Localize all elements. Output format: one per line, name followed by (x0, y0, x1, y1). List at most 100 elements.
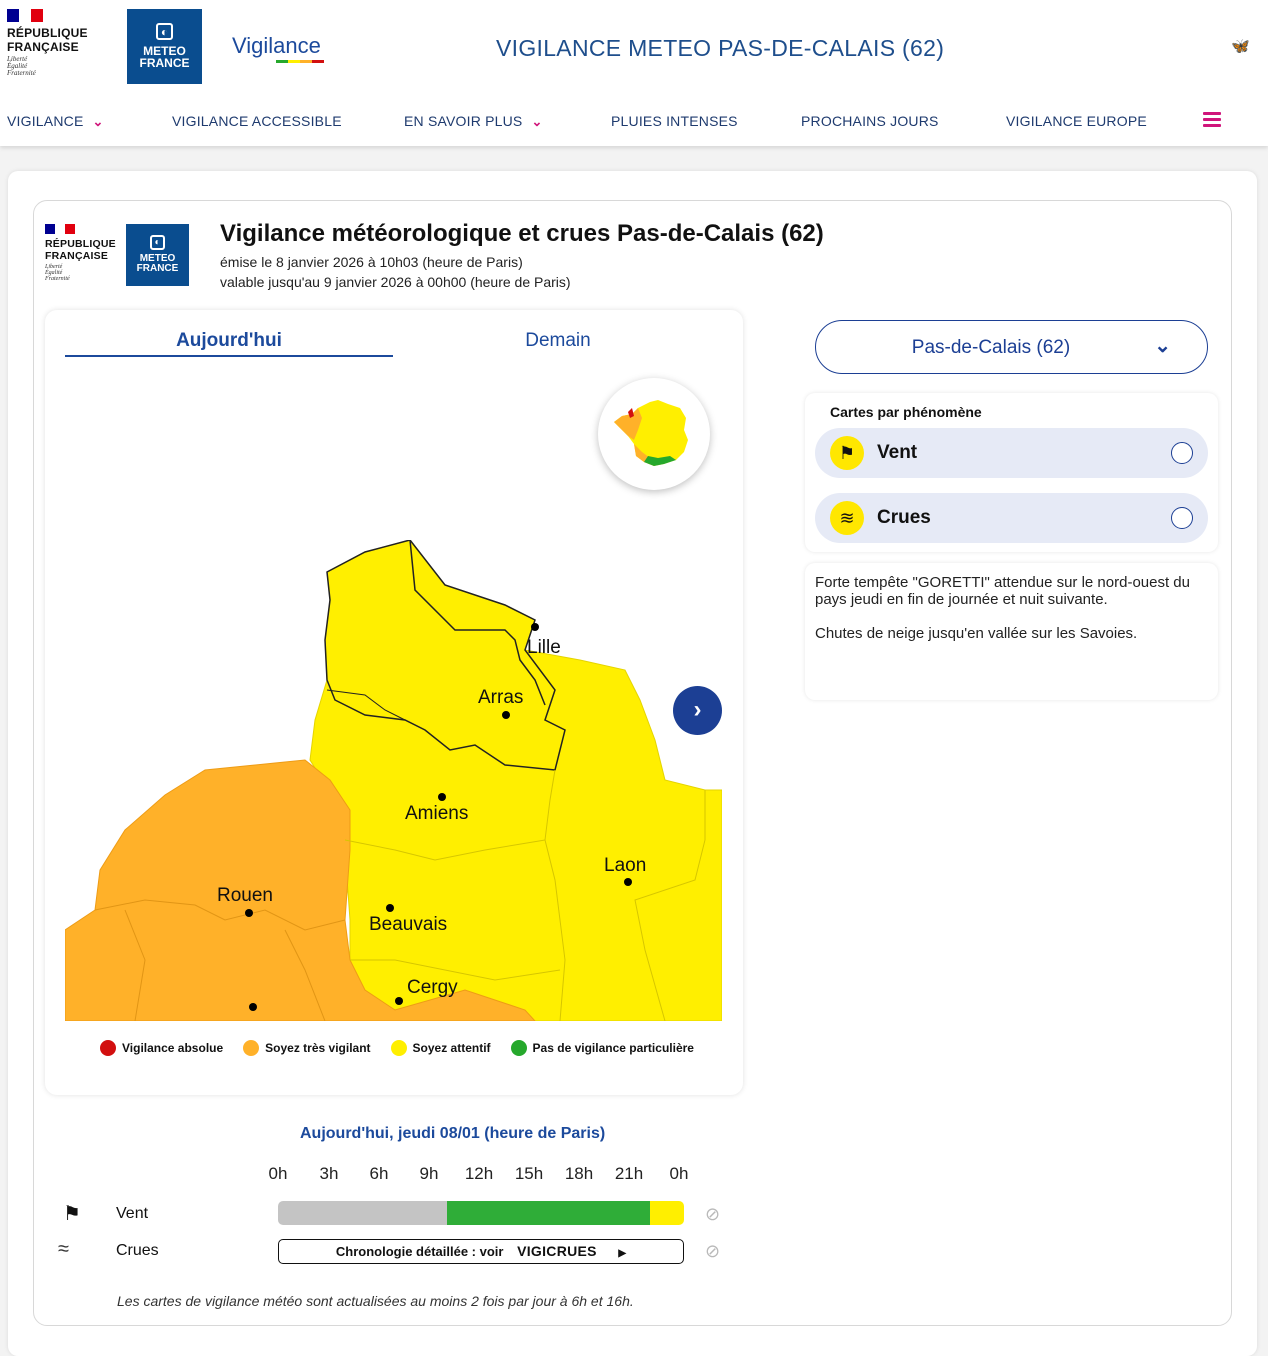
nav-item-prochains-jours[interactable]: PROCHAINS JOURS (801, 113, 939, 129)
comment-card (805, 563, 1218, 700)
tab-active-underline (65, 355, 393, 357)
hour-tick: 0h (669, 1164, 689, 1183)
meteo-france-icon: ◐ (156, 23, 173, 40)
hour-tick: 0h (268, 1164, 288, 1183)
city-label-rouen: Rouen (217, 885, 273, 906)
legend-label: Soyez attentif (412, 1041, 491, 1055)
vigilance-logo-bar (276, 60, 324, 63)
vigilance-map-svg (65, 540, 722, 1021)
nav-label: VIGILANCE (7, 113, 84, 129)
mf-text-1: METEO (143, 44, 186, 58)
phenomenon-crues[interactable]: ≋ Crues (815, 493, 1208, 543)
meteo-france-logo[interactable]: ◐ METEO FRANCE (127, 9, 202, 84)
rf-name-2: FRANÇAISE (45, 250, 109, 262)
linkedin-icon[interactable]: in (1197, 38, 1210, 54)
bulletin-title: Vigilance météorologique et crues Pas-de… (220, 220, 824, 247)
city-label-cergy: Cergy (407, 977, 458, 998)
phenomenon-radio[interactable] (1171, 507, 1193, 529)
rf-motto-1: Liberté (45, 264, 63, 270)
vigilance-logo[interactable]: Vigilance (232, 33, 321, 58)
rf-name-2: FRANÇAISE (7, 40, 79, 54)
rf-motto-2: Égalité (45, 270, 63, 276)
legend-orange-dot (243, 1040, 260, 1056)
legend-item: Vigilance absolue (100, 1040, 223, 1056)
nav-label: VIGILANCE ACCESSIBLE (172, 113, 342, 129)
legend-green-dot (510, 1040, 527, 1056)
flood-icon: ≈ (58, 1238, 69, 1260)
republique-francaise-logo[interactable]: RÉPUBLIQUE FRANÇAISE Liberté Égalité Fra… (7, 9, 107, 77)
hour-tick: 3h (319, 1164, 339, 1183)
legend-label: Vigilance absolue (122, 1041, 224, 1055)
city-label-arras: Arras (478, 687, 524, 708)
legend-label: Soyez très vigilant (265, 1041, 371, 1055)
x-icon[interactable]: 𝕏 (1159, 38, 1172, 55)
facebook-icon[interactable]: f (1125, 38, 1132, 55)
legend-label: Pas de vigilance particulière (532, 1041, 694, 1055)
hamburger-icon[interactable] (1203, 112, 1221, 128)
page-title: VIGILANCE METEO PAS-DE-CALAIS (62) (496, 35, 945, 61)
city-label-laon: Laon (604, 855, 647, 876)
nav-item-vigilance-accessible[interactable]: VIGILANCE ACCESSIBLE (172, 113, 342, 129)
bluesky-icon[interactable]: 🦋 (1231, 38, 1250, 55)
department-select-value: Pas-de-Calais (62) (911, 337, 1071, 358)
valid-date: valable jusqu'au 9 janvier 2026 à 00h00 … (220, 274, 571, 290)
vent-timeline-bar (278, 1201, 684, 1225)
site-header: RÉPUBLIQUE FRANÇAISE Liberté Égalité Fra… (0, 0, 1268, 146)
rf-name-1: RÉPUBLIQUE (7, 26, 88, 40)
nav-label: VIGILANCE EUROPE (1006, 113, 1147, 129)
mf-text-2: FRANCE (139, 56, 190, 70)
legend-item: Soyez très vigilant (243, 1040, 371, 1056)
next-map-button[interactable]: › (673, 686, 722, 735)
mf-text-2: FRANCE (136, 263, 179, 274)
phenomenon-label: Vent (877, 442, 918, 463)
meteo-france-icon: ◐ (150, 235, 165, 250)
hour-tick: 21h (614, 1164, 644, 1183)
nav-item-en-savoir-plus[interactable]: EN SAVOIR PLUS ⌄ (404, 113, 543, 130)
chronology-title: Aujourd'hui, jeudi 08/01 (heure de Paris… (300, 1125, 606, 1142)
phenomenon-vent[interactable]: ⚑ Vent (815, 428, 1208, 478)
vent-segment-none (278, 1201, 448, 1225)
legend-yellow-dot (390, 1040, 407, 1056)
vigilance-map[interactable]: Lille Arras Amiens Laon Rouen Beauvais C… (65, 540, 722, 1021)
vent-segment-green (447, 1201, 651, 1225)
rf-motto-3: Fraternité (45, 276, 70, 282)
wind-icon: ⚑ (63, 1203, 81, 1225)
bulletin-dates: émise le 8 janvier 2026 à 10h03 (heure d… (220, 252, 571, 292)
eye-off-icon[interactable]: ⊘ (705, 1241, 721, 1261)
eye-off-icon[interactable]: ⊘ (705, 1204, 721, 1224)
france-minimap[interactable] (598, 378, 710, 490)
nav-item-pluies-intenses[interactable]: PLUIES INTENSES (611, 113, 738, 129)
chevron-down-icon: ⌄ (92, 114, 104, 129)
vigicrues-link-text: Chronologie détaillée : voir (335, 1244, 504, 1259)
nav-item-vigilance[interactable]: VIGILANCE ⌄ (7, 113, 104, 130)
vigicrues-logo: VIGICRUES (517, 1243, 597, 1259)
phenomenon-radio[interactable] (1171, 442, 1193, 464)
chevron-down-icon: ⌄ (531, 114, 543, 129)
wind-icon: ⚑ (830, 436, 864, 470)
meteo-france-logo-small: ◐ METEO FRANCE (126, 224, 189, 286)
legend-red-dot (100, 1040, 116, 1056)
play-arrow-icon: ▶ (618, 1248, 627, 1259)
hour-tick: 15h (514, 1164, 544, 1183)
hour-tick: 18h (564, 1164, 594, 1183)
france-minimap-svg (614, 400, 688, 466)
rf-name-1: RÉPUBLIQUE (45, 238, 116, 250)
republique-francaise-logo-small: RÉPUBLIQUE FRANÇAISE Liberté Égalité Fra… (45, 224, 120, 282)
rf-motto-1: Liberté (7, 55, 28, 63)
phenomenon-label: Crues (877, 507, 931, 528)
vigicrues-link-button[interactable]: Chronologie détaillée : voir VIGICRUES ▶ (278, 1239, 684, 1264)
phenomena-title: Cartes par phénomène (830, 404, 982, 420)
legend-item: Pas de vigilance particulière (510, 1040, 694, 1056)
main-nav: VIGILANCE ⌄ VIGILANCE ACCESSIBLE EN SAVOI… (0, 113, 1268, 131)
nav-label: PLUIES INTENSES (611, 113, 738, 129)
city-label-beauvais: Beauvais (369, 914, 448, 935)
tab-today[interactable]: Aujourd'hui (176, 330, 282, 351)
nav-item-vigilance-europe[interactable]: VIGILANCE EUROPE (1006, 113, 1147, 129)
french-flag-icon (45, 224, 75, 234)
comment-text-2: Chutes de neige jusqu'en vallée sur les … (815, 625, 1138, 642)
map-legend: Vigilance absolue Soyez très vigilant So… (100, 1040, 714, 1056)
tab-tomorrow[interactable]: Demain (525, 330, 591, 351)
hour-tick: 12h (464, 1164, 494, 1183)
department-select[interactable]: Pas-de-Calais (62) ⌄ (815, 320, 1208, 374)
comment-text-1: Forte tempête "GORETTI" attendue sur le … (815, 574, 1190, 608)
